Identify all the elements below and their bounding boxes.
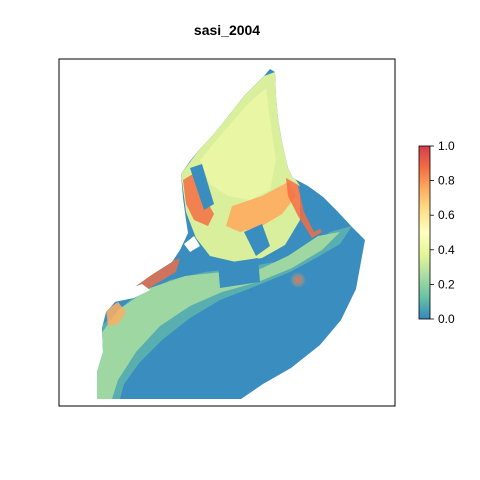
hotspot-central (226, 182, 296, 232)
closed-area-central (244, 224, 270, 256)
hotspot-west (183, 172, 214, 226)
legend-tick-label: 1.0 (438, 139, 455, 153)
legend-tick-label: 0.4 (438, 243, 455, 257)
legend-tick-label: 0.0 (438, 312, 455, 326)
legend-color-bar (418, 145, 431, 320)
plot-title: sasi_2004 (193, 22, 261, 38)
hotspot-point (290, 272, 306, 288)
legend-tick-label: 0.6 (438, 208, 455, 222)
cape-cod-land (100, 284, 150, 304)
legend-tick-label: 0.2 (438, 277, 455, 291)
closed-area-north (190, 164, 214, 210)
upper-shelf-highlight (200, 88, 276, 200)
hotspot-coastal-south (106, 302, 126, 326)
closed-area-east (298, 186, 340, 232)
sasi-raster (97, 69, 365, 399)
inner-shelf-green (97, 232, 340, 399)
legend-ticks: 0.0 0.2 0.4 0.6 0.8 1.0 (430, 139, 455, 326)
plot-frame (58, 58, 396, 407)
legend-tick-label: 0.8 (438, 174, 455, 188)
coastline-fragments (184, 236, 200, 252)
color-legend: 0.0 0.2 0.4 0.6 0.8 1.0 (418, 139, 455, 326)
closed-area-south (218, 258, 260, 288)
